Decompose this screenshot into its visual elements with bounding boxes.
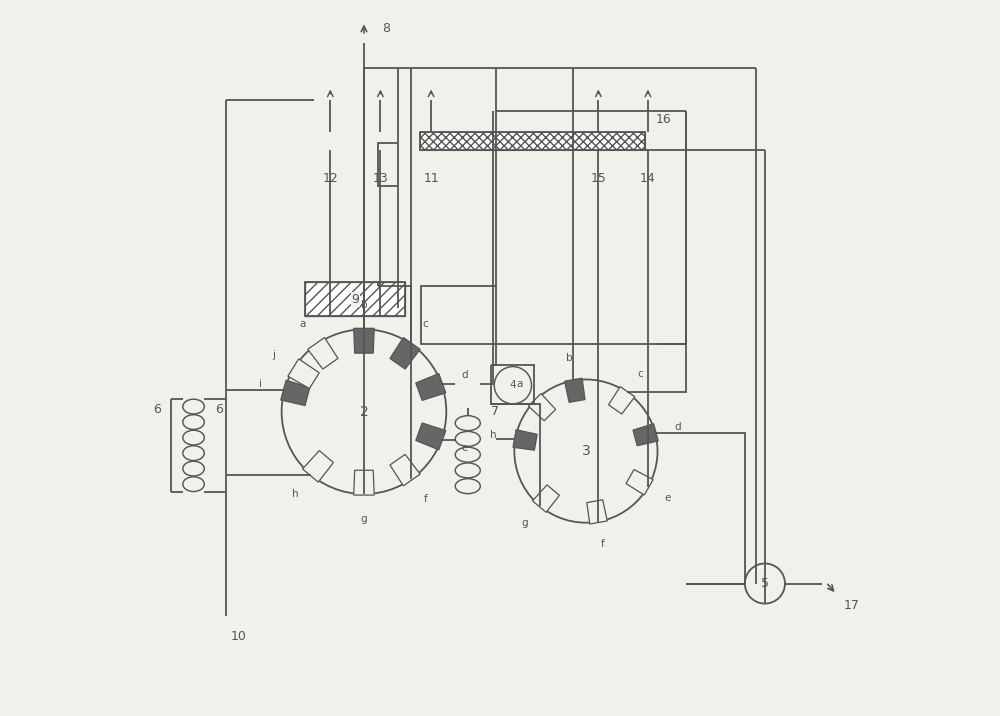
Bar <box>305 282 405 316</box>
Text: h: h <box>292 489 298 499</box>
Polygon shape <box>609 387 635 414</box>
Text: g: g <box>522 518 528 528</box>
Text: 6: 6 <box>215 403 223 416</box>
Polygon shape <box>587 500 607 524</box>
Polygon shape <box>528 394 556 421</box>
Text: b: b <box>566 353 573 363</box>
Text: g: g <box>361 514 367 523</box>
Polygon shape <box>633 424 658 445</box>
Text: a: a <box>299 319 306 329</box>
Polygon shape <box>354 470 374 495</box>
Polygon shape <box>303 450 333 482</box>
Text: c: c <box>637 369 643 379</box>
Text: e: e <box>461 443 468 453</box>
Polygon shape <box>513 430 537 450</box>
Text: b: b <box>361 300 367 309</box>
Text: 2: 2 <box>360 405 368 419</box>
Polygon shape <box>288 359 319 389</box>
Text: 16: 16 <box>656 113 672 126</box>
Text: d: d <box>461 370 468 380</box>
Text: 9: 9 <box>351 293 359 306</box>
Text: 12: 12 <box>322 172 338 185</box>
Text: i: i <box>259 379 262 389</box>
Text: 5: 5 <box>761 577 769 590</box>
Polygon shape <box>390 455 420 486</box>
Text: e: e <box>665 493 671 503</box>
Polygon shape <box>416 374 446 400</box>
Text: h: h <box>490 430 496 440</box>
Text: 10: 10 <box>231 630 247 643</box>
Text: 4: 4 <box>510 380 516 390</box>
Polygon shape <box>390 337 420 369</box>
Bar <box>420 132 645 150</box>
Text: 7: 7 <box>491 405 499 418</box>
Text: 13: 13 <box>373 172 388 185</box>
Polygon shape <box>533 485 559 513</box>
Text: f: f <box>600 539 604 549</box>
Polygon shape <box>354 329 374 353</box>
Text: 6: 6 <box>153 403 161 416</box>
Polygon shape <box>281 380 310 405</box>
Text: 14: 14 <box>640 172 656 185</box>
Text: f: f <box>423 494 427 504</box>
Text: 15: 15 <box>590 172 606 185</box>
Polygon shape <box>308 337 338 369</box>
Text: 3: 3 <box>582 444 590 458</box>
Polygon shape <box>626 470 653 495</box>
Polygon shape <box>416 423 446 450</box>
Text: 17: 17 <box>844 599 860 611</box>
Polygon shape <box>565 378 585 402</box>
Bar <box>305 282 405 316</box>
Text: d: d <box>674 422 681 432</box>
Bar <box>420 132 645 150</box>
Text: j: j <box>272 350 275 360</box>
Text: c: c <box>422 319 428 329</box>
Text: 11: 11 <box>423 172 439 185</box>
Text: a: a <box>516 379 522 390</box>
Text: 8: 8 <box>382 22 390 35</box>
